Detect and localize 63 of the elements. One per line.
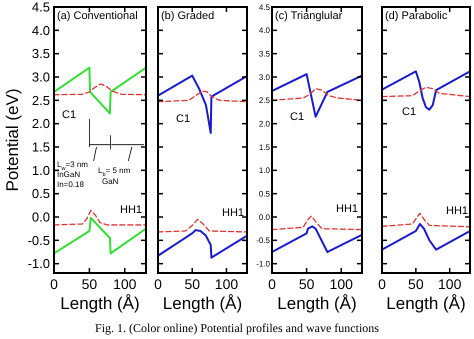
y-tick-label: 1.5 <box>32 140 50 155</box>
chart-title: (b) Graded <box>161 10 214 22</box>
caption: Fig. 1. (Color online) Potential profiles and wave functions <box>95 321 380 335</box>
x-tick-label: 50 <box>408 276 424 292</box>
annotation: L$_{b}$= 5 nm <box>98 166 131 178</box>
y-tick-label: -1.0 <box>256 259 271 268</box>
x-tick-label: 50 <box>184 276 200 292</box>
chart-title: (c) Trianglular <box>275 10 343 22</box>
y-tick-label: 0.0 <box>258 212 271 222</box>
x-tick-label: 100 <box>438 276 462 292</box>
annotation: C1 <box>402 106 416 118</box>
annotation: C1 <box>176 113 190 125</box>
x-tick-label: 0 <box>378 276 386 292</box>
x-tick-label: 50 <box>298 276 315 292</box>
x-axis-title: Length (Å) <box>386 294 466 313</box>
annotation: HH1 <box>336 203 358 215</box>
y-tick-label: 4.0 <box>32 22 50 38</box>
y-tick-label: 4.5 <box>32 0 50 15</box>
y-tick-label: 4.0 <box>258 26 271 36</box>
y-tick-label: 4.5 <box>258 2 271 12</box>
y-axis-title: Potential (eV) <box>3 88 22 192</box>
annotation: HH1 <box>446 205 468 217</box>
y-tick-label: 0.5 <box>32 186 50 202</box>
x-axis-title: Length (Å) <box>162 294 242 313</box>
annotation: In=0.18 <box>57 180 84 189</box>
x-tick-label: 0 <box>268 276 276 292</box>
x-tick-label: 100 <box>214 276 238 292</box>
y-tick-label: -0.5 <box>28 232 50 248</box>
chart-title: (d) Parabolic <box>385 10 448 22</box>
y-tick-label: 1.0 <box>32 162 50 178</box>
line-series <box>54 83 146 96</box>
annotation: L$_{w}$=3 nm <box>57 160 88 172</box>
line-series <box>272 215 362 230</box>
x-tick-label: 0 <box>154 276 162 292</box>
annotation: InGaN <box>57 170 80 179</box>
y-tick-label: 2.0 <box>258 119 271 128</box>
y-tick-label: 3.0 <box>32 70 50 85</box>
y-tick-label: 0.5 <box>258 189 271 198</box>
annotation: C1 <box>290 111 304 123</box>
annotation: HH1 <box>120 204 142 216</box>
annotation: GaN <box>102 177 119 186</box>
annotation: HH1 <box>222 207 244 219</box>
x-tick-label: 50 <box>82 276 98 292</box>
y-tick-label: 0.0 <box>32 210 50 225</box>
y-tick-label: -1.0 <box>28 256 50 272</box>
x-tick-label: 100 <box>113 276 137 292</box>
y-tick-label: 3.5 <box>258 49 271 58</box>
x-axis-title: Length (Å) <box>277 294 357 313</box>
x-axis-title: Length (Å) <box>60 294 140 313</box>
x-tick-label: 100 <box>330 276 354 292</box>
y-tick-label: 3.0 <box>258 72 271 82</box>
y-tick-label: 2.5 <box>32 92 50 108</box>
y-tick-label: 2.0 <box>32 116 50 132</box>
annotation: C1 <box>62 109 76 121</box>
chart-title: (a) Conventional <box>57 10 138 22</box>
y-tick-label: -0.5 <box>256 236 271 246</box>
y-tick-label: 2.5 <box>258 96 271 106</box>
y-tick-label: 1.5 <box>258 142 271 152</box>
y-tick-label: 1.0 <box>258 166 271 176</box>
x-tick-label: 0 <box>50 276 58 292</box>
line-series <box>54 216 146 254</box>
y-tick-label: 3.5 <box>32 46 50 62</box>
line-series <box>272 225 362 253</box>
